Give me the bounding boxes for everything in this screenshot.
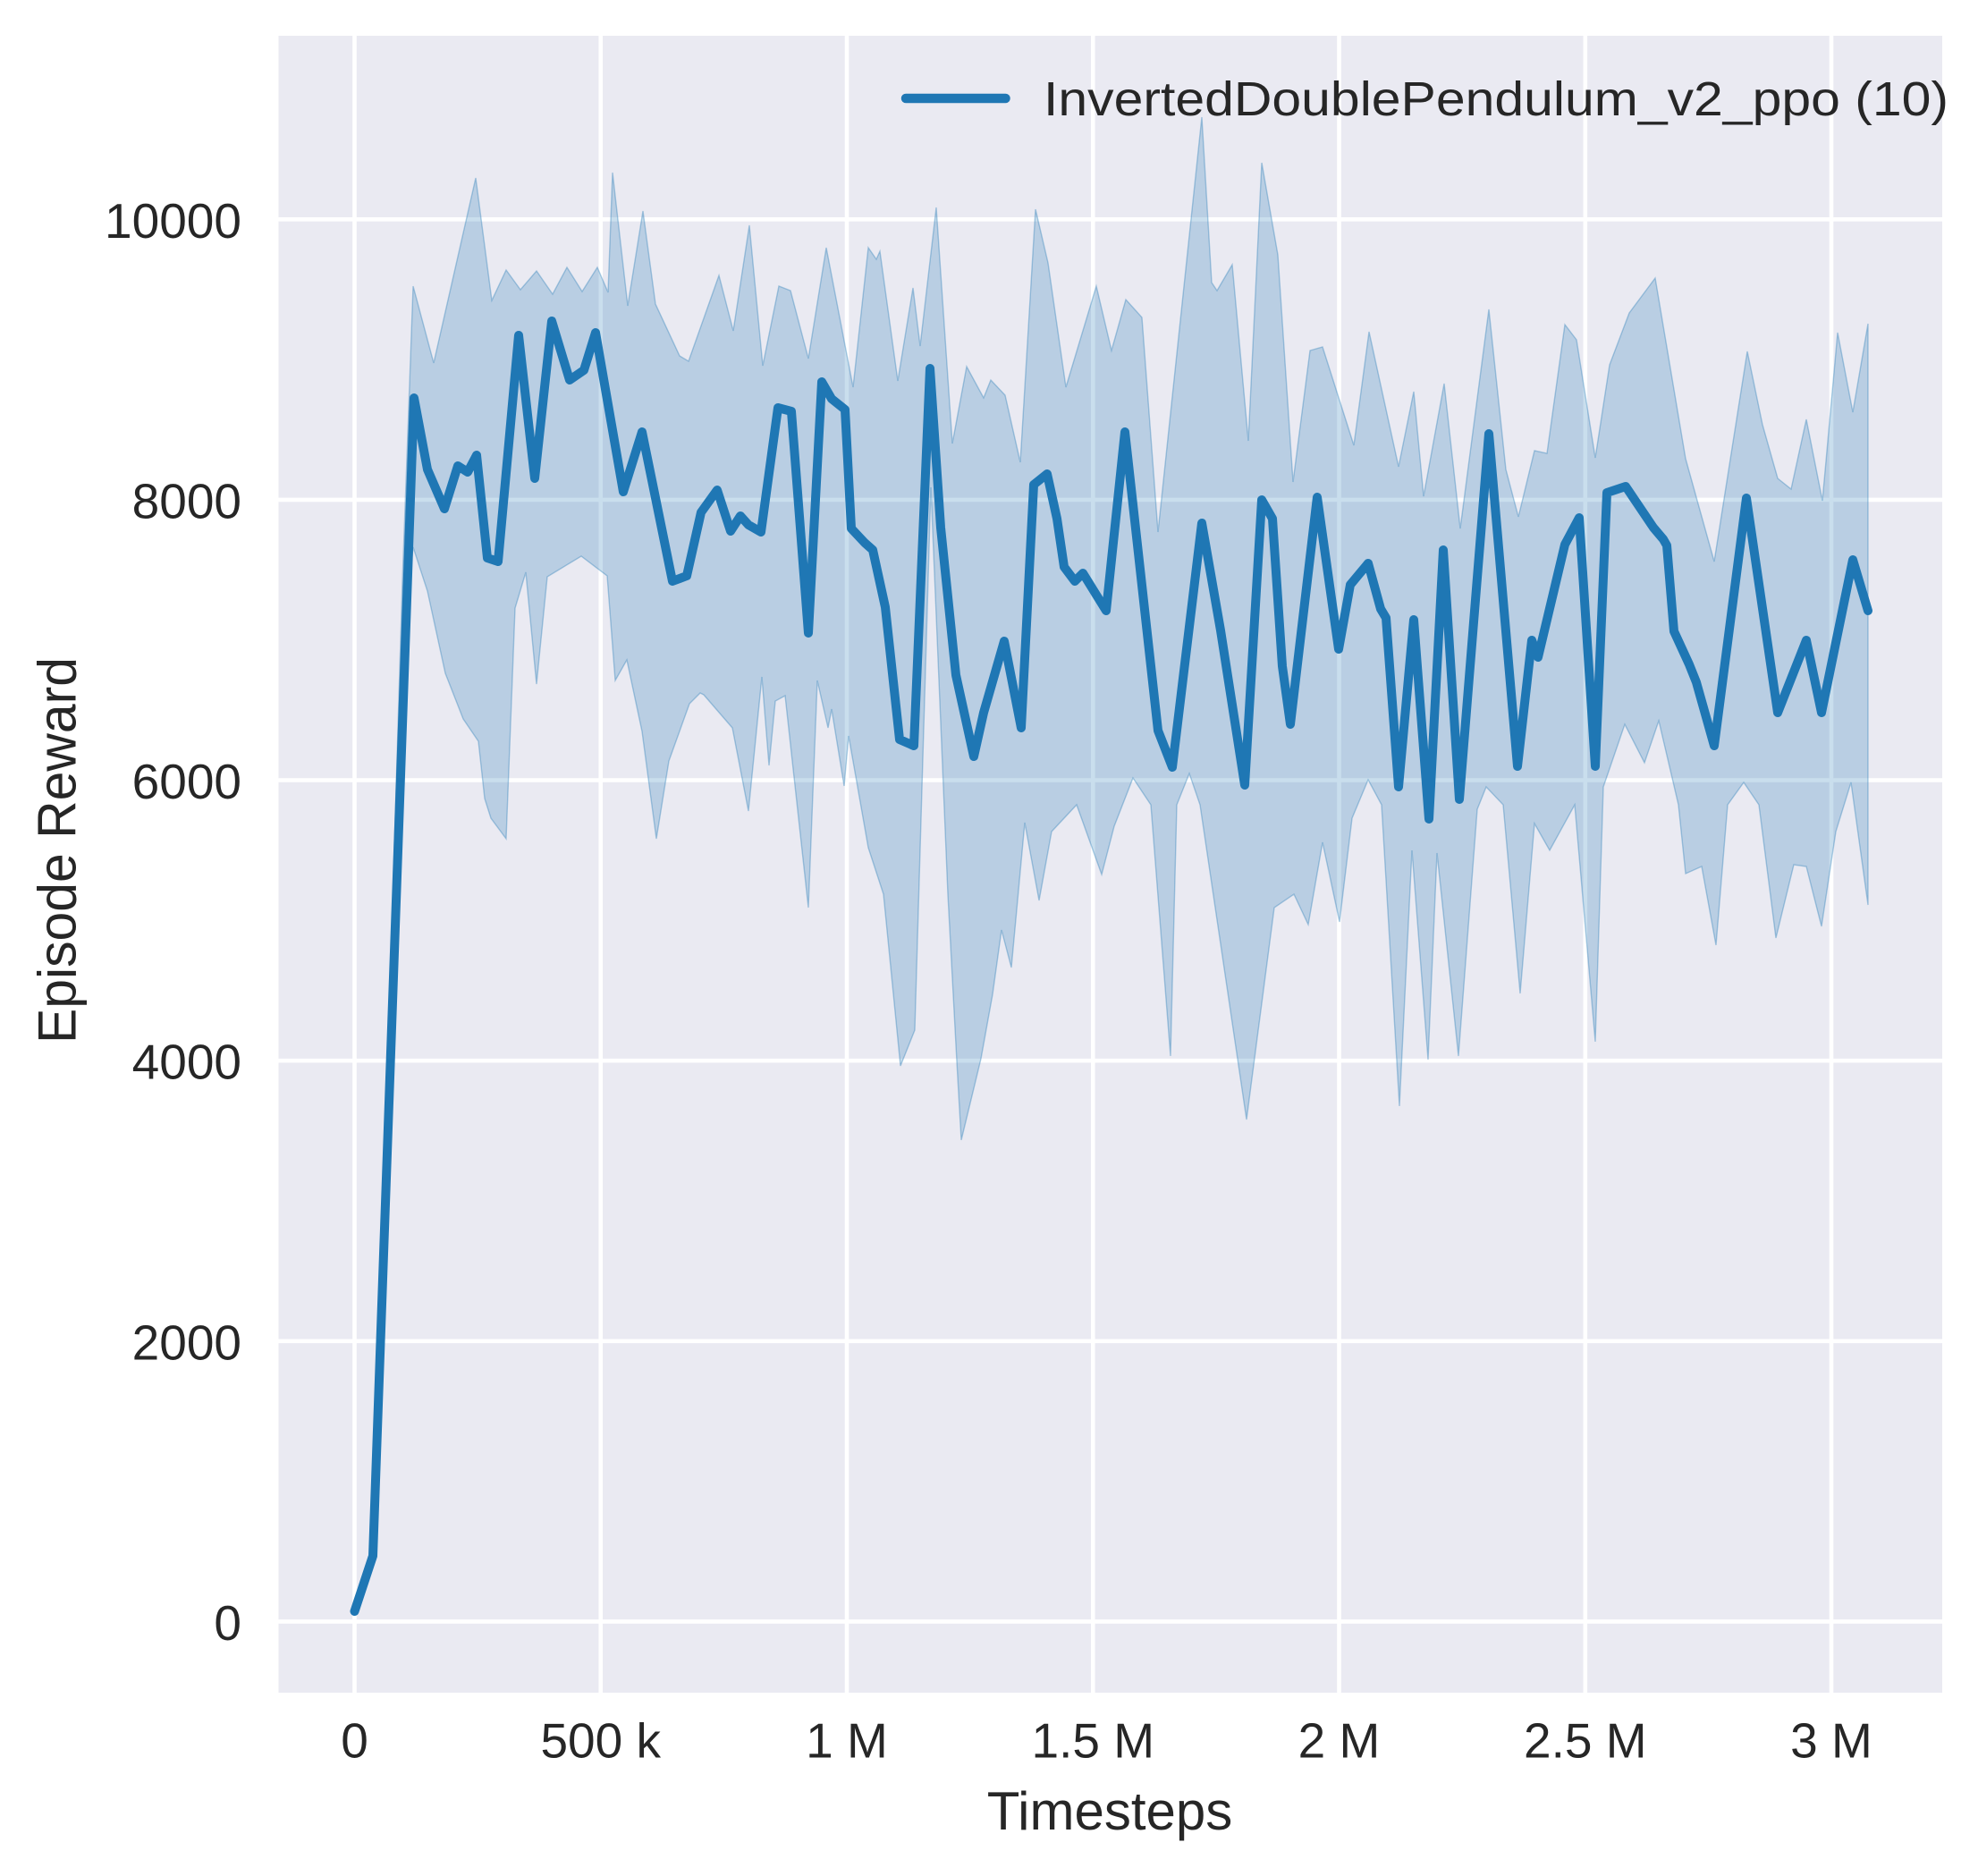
svg-text:0: 0 <box>214 1595 241 1651</box>
svg-text:3 M: 3 M <box>1790 1712 1872 1768</box>
svg-text:4000: 4000 <box>132 1035 241 1090</box>
svg-text:6000: 6000 <box>132 754 241 809</box>
svg-text:10000: 10000 <box>105 193 241 249</box>
svg-text:0: 0 <box>341 1712 368 1768</box>
svg-text:1.5 M: 1.5 M <box>1032 1712 1155 1768</box>
svg-text:500 k: 500 k <box>540 1712 661 1768</box>
svg-text:8000: 8000 <box>132 473 241 528</box>
svg-text:Timesteps: Timesteps <box>987 1781 1233 1841</box>
svg-text:2000: 2000 <box>132 1314 241 1370</box>
svg-text:2 M: 2 M <box>1298 1712 1381 1768</box>
svg-text:2.5 M: 2.5 M <box>1524 1712 1647 1768</box>
svg-text:1 M: 1 M <box>806 1712 888 1768</box>
svg-text:InvertedDoublePendulum_v2_ppo: InvertedDoublePendulum_v2_ppo (10) <box>1044 72 1948 126</box>
svg-text:Episode Reward: Episode Reward <box>28 657 88 1044</box>
